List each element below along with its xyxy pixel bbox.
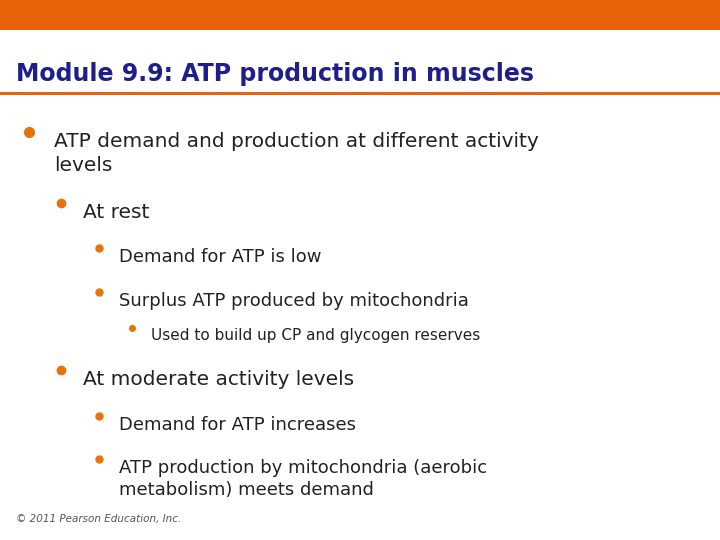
Text: ATP production by mitochondria (aerobic
metabolism) meets demand: ATP production by mitochondria (aerobic …	[119, 459, 487, 499]
Text: Module 9.9: ATP production in muscles: Module 9.9: ATP production in muscles	[16, 62, 534, 86]
Text: ATP demand and production at different activity
levels: ATP demand and production at different a…	[54, 132, 539, 175]
Text: At moderate activity levels: At moderate activity levels	[83, 370, 354, 389]
Text: Demand for ATP increases: Demand for ATP increases	[119, 416, 356, 434]
FancyBboxPatch shape	[0, 92, 720, 94]
FancyBboxPatch shape	[0, 0, 720, 30]
Text: At rest: At rest	[83, 202, 149, 221]
Text: Demand for ATP is low: Demand for ATP is low	[119, 248, 321, 266]
Text: Surplus ATP produced by mitochondria: Surplus ATP produced by mitochondria	[119, 292, 469, 309]
Text: Used to build up CP and glycogen reserves: Used to build up CP and glycogen reserve…	[151, 328, 480, 343]
Text: © 2011 Pearson Education, Inc.: © 2011 Pearson Education, Inc.	[16, 514, 181, 524]
